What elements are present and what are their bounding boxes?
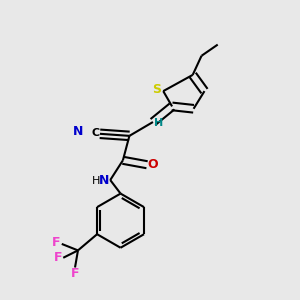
Text: C: C xyxy=(91,128,99,138)
Text: O: O xyxy=(148,158,158,171)
Text: F: F xyxy=(54,251,62,264)
Text: S: S xyxy=(152,83,161,96)
Text: N: N xyxy=(73,125,83,138)
Text: F: F xyxy=(52,236,61,249)
Text: N: N xyxy=(99,174,109,187)
Text: F: F xyxy=(71,267,79,280)
Text: H: H xyxy=(154,118,164,128)
Text: H: H xyxy=(92,176,100,186)
